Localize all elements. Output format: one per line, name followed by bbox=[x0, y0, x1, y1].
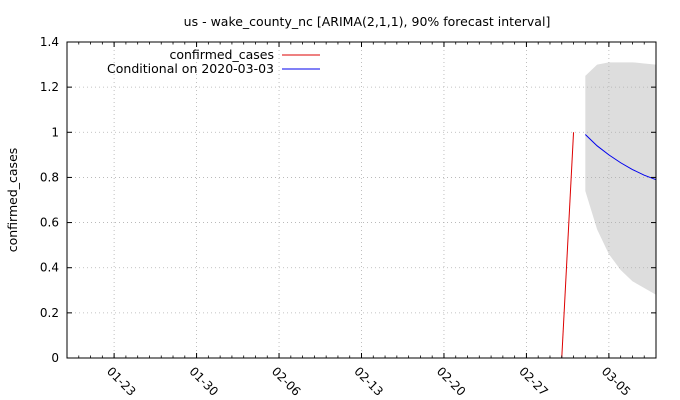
x-tick-label: 03-05 bbox=[599, 364, 634, 399]
y-tick-label: 1 bbox=[51, 125, 59, 139]
y-tick-label: 0.8 bbox=[40, 170, 59, 184]
x-tick-label: 02-06 bbox=[269, 364, 304, 399]
y-tick-label: 1.4 bbox=[40, 35, 59, 49]
x-tick-label: 02-20 bbox=[434, 364, 469, 399]
y-tick-label: 0.6 bbox=[40, 216, 59, 230]
grid-layer bbox=[67, 42, 656, 358]
x-tick-label: 01-30 bbox=[186, 364, 221, 399]
y-axis-label: confirmed_cases bbox=[5, 148, 20, 253]
chart-title: us - wake_county_nc [ARIMA(2,1,1), 90% f… bbox=[184, 14, 551, 29]
forecast-interval-band bbox=[585, 62, 656, 295]
y-tick-label: 0.4 bbox=[40, 261, 59, 275]
tick-layer: 0 0.2 0.4 0.6 0.8 1 1.2 1.4 01-23 01-30 02-06 02-13… bbox=[40, 35, 657, 399]
x-tick-label: 01-23 bbox=[104, 364, 139, 399]
series-line-0 bbox=[561, 132, 575, 359]
series-layer bbox=[561, 132, 657, 359]
y-tick-label: 0 bbox=[51, 351, 59, 365]
y-tick-label: 0.2 bbox=[40, 306, 59, 320]
x-tick-label: 02-27 bbox=[516, 364, 551, 399]
y-tick-label: 1.2 bbox=[40, 80, 59, 94]
x-tick-label: 02-13 bbox=[351, 364, 386, 399]
series-line-1 bbox=[584, 134, 657, 181]
legend-label-0: confirmed_cases bbox=[169, 47, 274, 62]
legend-label-1: Conditional on 2020-03-03 bbox=[107, 61, 274, 76]
forecast-band-layer bbox=[585, 62, 656, 295]
